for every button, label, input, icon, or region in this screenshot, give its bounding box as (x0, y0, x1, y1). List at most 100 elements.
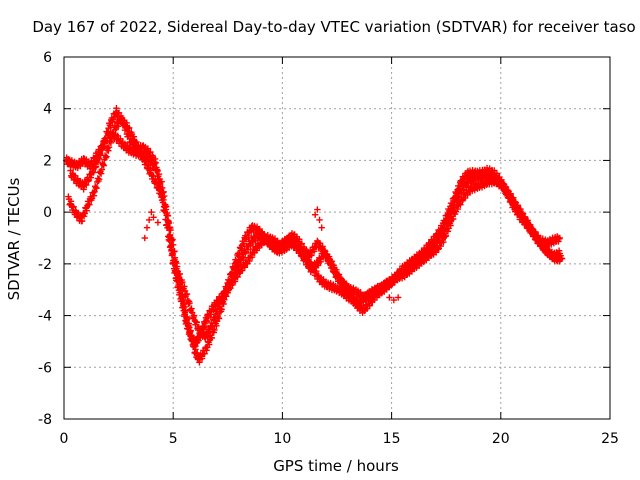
data-point (226, 277, 233, 285)
data-point (209, 322, 216, 330)
data-point (92, 163, 100, 170)
data-point (503, 186, 510, 194)
data-point (390, 296, 397, 304)
data-point (104, 130, 112, 137)
data-point (386, 294, 393, 301)
data-point (100, 162, 107, 169)
data-point (441, 218, 449, 226)
y-axis-label: SDTVAR / TECUs (5, 177, 23, 300)
data-point (143, 224, 151, 231)
data-point (187, 327, 194, 334)
data-point (152, 159, 159, 167)
data-marks (62, 105, 566, 366)
data-point (176, 270, 183, 278)
data-point (219, 296, 226, 303)
data-point (208, 334, 216, 342)
data-point (181, 303, 188, 311)
data-point (457, 201, 464, 208)
plot-frame (63, 56, 611, 420)
data-point (179, 294, 187, 301)
data-point (100, 144, 107, 151)
data-point (186, 324, 193, 331)
y-tick-label: -2 (38, 257, 52, 273)
data-point (110, 131, 117, 138)
data-point (201, 350, 208, 357)
y-tick-label: -8 (38, 412, 52, 428)
data-point (164, 224, 171, 232)
data-point (240, 254, 247, 261)
data-point (154, 167, 161, 175)
data-point (83, 181, 90, 189)
data-point (432, 237, 439, 244)
data-point (183, 290, 191, 298)
data-point (90, 169, 97, 176)
data-point (439, 225, 446, 233)
data-point (145, 216, 153, 224)
data-point (190, 312, 198, 319)
y-tick-label: 0 (43, 205, 52, 221)
data-point (150, 172, 157, 180)
data-point (78, 217, 86, 225)
data-point (95, 175, 103, 183)
data-point (179, 278, 186, 286)
data-point (223, 285, 231, 293)
data-point (449, 201, 456, 209)
data-point (189, 335, 196, 342)
data-point (394, 294, 402, 301)
data-point (147, 148, 154, 156)
tick-labels: 0 5 10 15 20 25 -8 -6 -4 -2 0 2 4 6 (38, 50, 619, 447)
data-point (316, 216, 323, 224)
data-point (159, 199, 167, 206)
data-point (193, 319, 200, 326)
data-point (216, 303, 223, 310)
data-point (318, 224, 325, 231)
data-point (98, 166, 105, 173)
data-point (203, 318, 211, 325)
data-point (141, 234, 149, 242)
y-tick-label: 4 (43, 102, 52, 118)
x-tick-label: 20 (492, 431, 510, 447)
data-point (167, 242, 175, 249)
x-tick-label: 0 (60, 431, 69, 447)
data-point (171, 259, 179, 266)
data-point (211, 314, 219, 321)
data-point (103, 153, 110, 160)
data-point (93, 185, 100, 192)
data-point (166, 237, 173, 245)
data-point (233, 258, 240, 265)
data-point (314, 206, 321, 213)
x-tick-label: 25 (601, 431, 619, 447)
data-point (311, 211, 319, 218)
data-point (157, 183, 164, 190)
data-point (240, 240, 248, 248)
y-tick-label: 2 (43, 153, 52, 169)
data-point (123, 124, 130, 132)
data-point (230, 266, 238, 273)
data-point (150, 214, 157, 221)
data-point (556, 234, 563, 242)
data-point (161, 208, 169, 215)
chart-title: Day 167 of 2022, Sidereal Day-to-day VTE… (32, 18, 635, 36)
data-point (148, 208, 155, 216)
x-tick-label: 5 (169, 431, 178, 447)
y-tick-label: 6 (43, 50, 52, 66)
data-point (91, 188, 98, 196)
y-tick-label: -4 (38, 309, 52, 325)
data-point (86, 201, 93, 208)
x-tick-label: 10 (273, 431, 291, 447)
data-point (215, 315, 223, 322)
data-point (105, 143, 113, 151)
data-point (329, 262, 336, 269)
data-point (456, 185, 463, 192)
data-point (107, 139, 115, 147)
data-point (70, 203, 77, 210)
data-point (558, 255, 566, 262)
data-point (95, 155, 102, 162)
data-point (97, 152, 104, 159)
data-point (446, 208, 453, 216)
y-tick-label: -6 (38, 360, 52, 376)
data-point (143, 158, 150, 166)
data-point (350, 293, 358, 301)
data-point (169, 250, 176, 258)
